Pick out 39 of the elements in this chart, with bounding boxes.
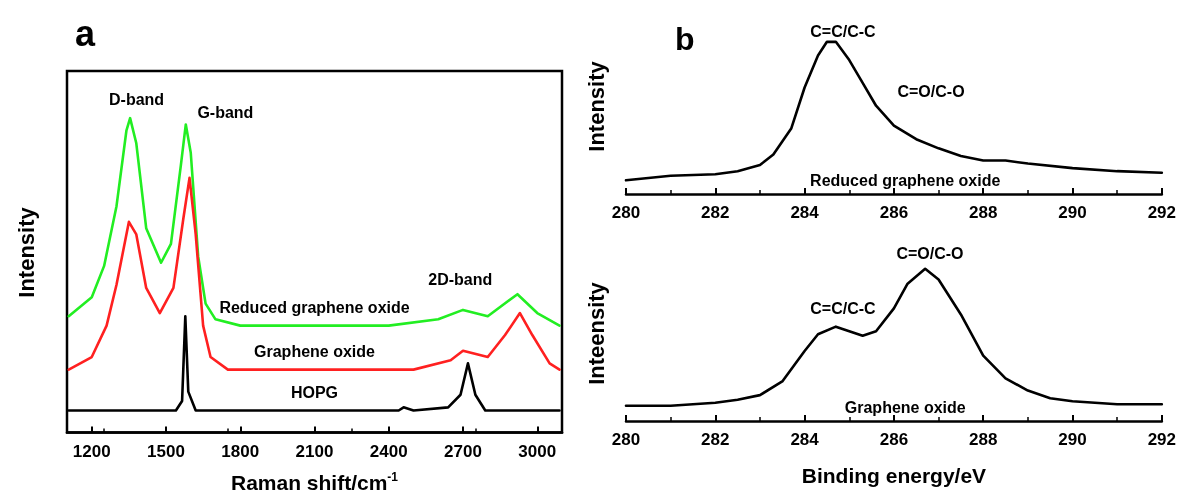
chart-title: b [675,21,695,57]
x-tick-label: 2400 [369,441,408,461]
y-axis-title: Inteensity [583,281,609,385]
x-tick-label: 2100 [295,441,334,461]
x-tick-label: 3000 [518,441,557,461]
x-tick-label: 282 [701,430,730,449]
annotation: 2D-band [428,270,493,288]
series-label: Graphene oxide [254,343,376,361]
x-tick-label: 292 [1147,203,1177,222]
text: Graphene oxide [844,398,966,416]
x-tick-label: 284 [790,203,820,222]
y-axis-title: Intensity [13,206,39,298]
x-tick-label: 1200 [72,441,111,461]
x-tick-label: 280 [611,430,641,449]
x-tick-label: 282 [701,203,730,222]
annotation: C=C/C-C [810,299,877,317]
x-tick-label: 290 [1058,203,1087,222]
x-tick-label: 288 [969,430,998,449]
x-tick-label: 1500 [147,441,185,461]
x-tick-label: 1800 [221,441,260,461]
x-axis-title: Binding energy/eV [801,464,987,487]
x-tick-label: 284 [790,430,820,449]
text: D-band [108,90,165,108]
x-tick-label: 288 [969,203,998,222]
x-tick-label: 280 [611,203,641,222]
y-axis-title: Intensity [583,60,609,152]
x-tick-label: 2700 [444,441,482,461]
text: C=C/C-C [810,22,877,40]
text: C=O/C-O [896,245,964,263]
x-tick-label: 286 [879,203,909,222]
annotation: G-band [197,103,254,121]
series-label: Reduced graphene oxide [219,299,410,317]
x-tick-label: 286 [879,430,909,449]
x-tick-label: 290 [1058,430,1087,449]
chart-title: a [75,12,96,54]
series-label: HOPG [290,384,339,401]
annotation: C=O/C-O [897,83,965,101]
series-label: Reduced graphene oxide [810,171,1001,189]
x-tick-label: 292 [1147,430,1177,449]
